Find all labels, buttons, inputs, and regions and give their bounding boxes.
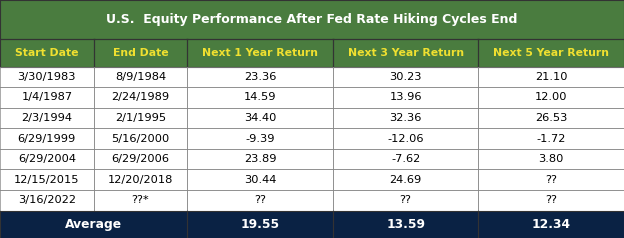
Bar [0, 169, 94, 190]
Bar [187, 39, 333, 67]
Text: U.S.  Equity Performance After Fed Rate Hiking Cycles End: U.S. Equity Performance After Fed Rate H… [106, 13, 518, 26]
Bar [333, 169, 479, 190]
Bar [0, 39, 94, 67]
Text: 12.34: 12.34 [532, 218, 571, 231]
Bar [187, 67, 333, 87]
Bar [0, 0, 624, 39]
Bar [479, 108, 624, 128]
Bar [0, 211, 187, 238]
Text: 30.23: 30.23 [389, 72, 422, 82]
Bar [187, 108, 333, 128]
Text: 6/29/1999: 6/29/1999 [17, 134, 76, 144]
Bar [333, 67, 479, 87]
Text: Next 1 Year Return: Next 1 Year Return [202, 48, 318, 58]
Text: ??: ?? [254, 195, 266, 205]
Bar [479, 67, 624, 87]
Bar [94, 39, 187, 67]
Bar [479, 169, 624, 190]
Text: 6/29/2006: 6/29/2006 [112, 154, 170, 164]
Bar [0, 67, 94, 87]
Text: 12.00: 12.00 [535, 93, 567, 103]
Text: 30.44: 30.44 [244, 175, 276, 185]
Text: 32.36: 32.36 [389, 113, 422, 123]
Text: 3/16/2022: 3/16/2022 [18, 195, 76, 205]
Text: 8/9/1984: 8/9/1984 [115, 72, 166, 82]
Bar [0, 149, 94, 169]
Text: ??*: ??* [132, 195, 149, 205]
Text: 6/29/2004: 6/29/2004 [18, 154, 76, 164]
Text: 12/20/2018: 12/20/2018 [108, 175, 173, 185]
Bar [333, 128, 479, 149]
Bar [94, 87, 187, 108]
Text: Next 5 Year Return: Next 5 Year Return [493, 48, 609, 58]
Bar [0, 108, 94, 128]
Bar [479, 149, 624, 169]
Text: ??: ?? [545, 195, 557, 205]
Bar [479, 87, 624, 108]
Text: 21.10: 21.10 [535, 72, 567, 82]
Text: 3/30/1983: 3/30/1983 [17, 72, 76, 82]
Text: Average: Average [65, 218, 122, 231]
Bar [333, 108, 479, 128]
Text: 5/16/2000: 5/16/2000 [112, 134, 170, 144]
Text: 26.53: 26.53 [535, 113, 567, 123]
Bar [187, 149, 333, 169]
Bar [333, 87, 479, 108]
Text: 12/15/2015: 12/15/2015 [14, 175, 80, 185]
Bar [333, 39, 479, 67]
Bar [94, 149, 187, 169]
Bar [187, 87, 333, 108]
Text: 2/1/1995: 2/1/1995 [115, 113, 166, 123]
Text: 23.89: 23.89 [244, 154, 276, 164]
Bar [479, 39, 624, 67]
Bar [187, 190, 333, 211]
Text: ??: ?? [400, 195, 412, 205]
Text: 1/4/1987: 1/4/1987 [21, 93, 72, 103]
Bar [94, 67, 187, 87]
Text: 24.69: 24.69 [389, 175, 422, 185]
Text: Next 3 Year Return: Next 3 Year Return [348, 48, 464, 58]
Bar [333, 211, 479, 238]
Text: End Date: End Date [113, 48, 168, 58]
Bar [333, 190, 479, 211]
Bar [333, 149, 479, 169]
Bar [0, 190, 94, 211]
Text: 34.40: 34.40 [244, 113, 276, 123]
Bar [0, 128, 94, 149]
Text: -7.62: -7.62 [391, 154, 421, 164]
Text: 2/3/1994: 2/3/1994 [21, 113, 72, 123]
Text: 19.55: 19.55 [241, 218, 280, 231]
Bar [479, 190, 624, 211]
Text: -1.72: -1.72 [537, 134, 566, 144]
Text: 13.59: 13.59 [386, 218, 425, 231]
Bar [479, 211, 624, 238]
Text: -12.06: -12.06 [388, 134, 424, 144]
Text: 3.80: 3.80 [539, 154, 564, 164]
Bar [94, 169, 187, 190]
Text: 13.96: 13.96 [389, 93, 422, 103]
Bar [0, 87, 94, 108]
Text: 14.59: 14.59 [244, 93, 276, 103]
Bar [94, 128, 187, 149]
Bar [187, 169, 333, 190]
Bar [187, 128, 333, 149]
Text: -9.39: -9.39 [245, 134, 275, 144]
Bar [479, 128, 624, 149]
Text: 23.36: 23.36 [244, 72, 276, 82]
Text: ??: ?? [545, 175, 557, 185]
Text: Start Date: Start Date [15, 48, 79, 58]
Bar [187, 211, 333, 238]
Bar [94, 190, 187, 211]
Text: 2/24/1989: 2/24/1989 [112, 93, 170, 103]
Bar [94, 108, 187, 128]
